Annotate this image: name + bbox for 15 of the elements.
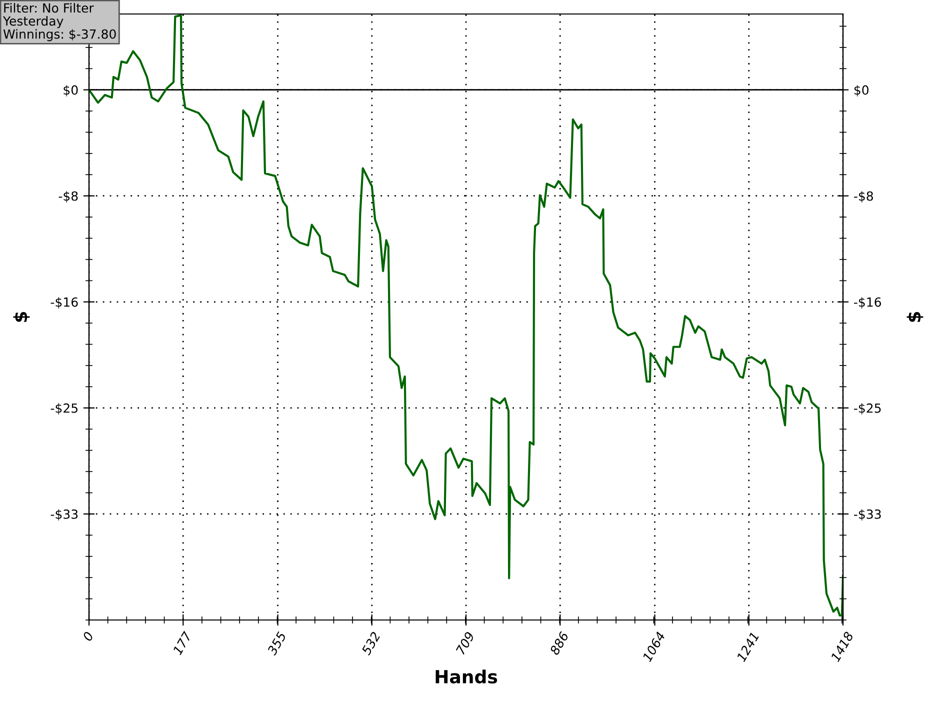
y2-tick-label: -$25 [854, 403, 881, 415]
y2-axis-title: $ [906, 312, 924, 322]
y2-tick-label: -$16 [854, 297, 881, 308]
y-tick-label: -$8 [58, 191, 78, 202]
annotation: Filter: No Filter Yesterday Winnings: $-37.80 [2, 3, 116, 42]
y-axis-title: $ [13, 312, 30, 322]
y-tick-label: $0 [64, 85, 78, 96]
y-tick-label: -$33 [50, 509, 78, 521]
y2-tick-label: -$8 [854, 191, 873, 202]
x-axis-title: Hands [436, 670, 498, 684]
y-tick-label: -$25 [50, 403, 78, 415]
y2-tick-label: -$33 [854, 509, 881, 521]
y-tick-label: -$16 [50, 297, 78, 308]
y2-tick-label: $0 [854, 85, 868, 96]
x-tick-label: 0 [82, 631, 94, 642]
